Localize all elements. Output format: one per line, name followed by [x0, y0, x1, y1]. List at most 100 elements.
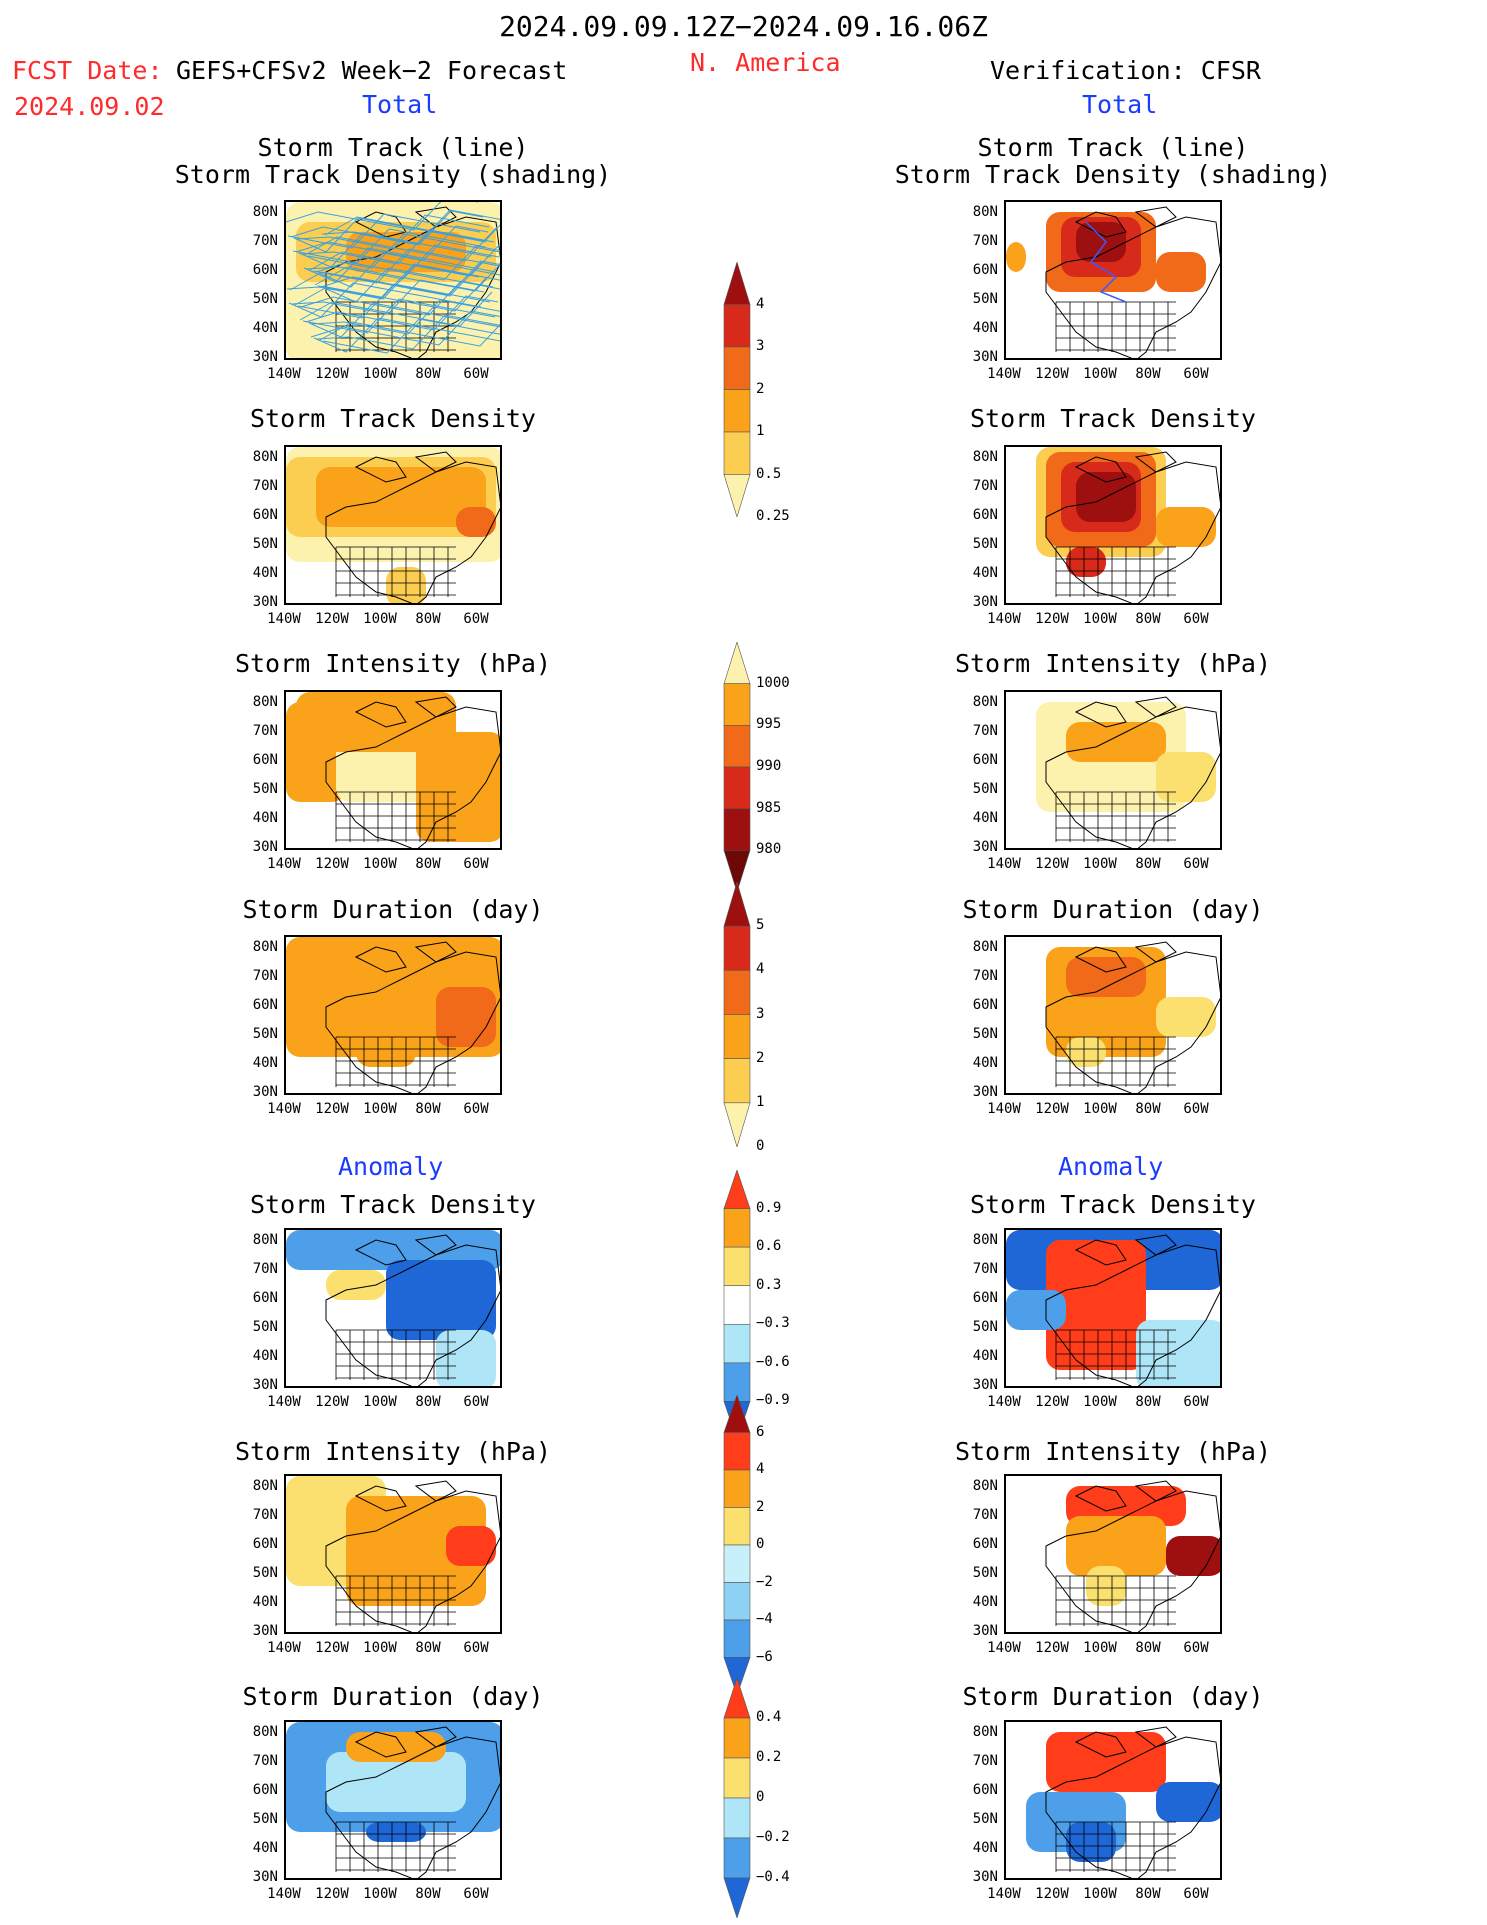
lat-tick-label: 40N — [972, 1594, 998, 1610]
colorbar-label: 2 — [756, 1498, 765, 1515]
lon-tick-label: 140W — [987, 1640, 1021, 1656]
panel-title: Storm Track Density — [970, 1190, 1256, 1219]
colorbar-label: 985 — [756, 799, 782, 816]
total-label-right: Total — [1082, 90, 1158, 119]
lon-tick-label: 100W — [1083, 1886, 1117, 1902]
storm-track-line — [1085, 221, 1127, 303]
lat-tick-label: 80N — [972, 939, 998, 955]
lat-tick-label: 50N — [252, 1026, 278, 1042]
lon-tick-label: 120W — [1035, 1101, 1069, 1117]
colorbar-segment — [723, 1469, 751, 1508]
coastline — [325, 1234, 500, 1386]
colorbar-segment — [723, 1395, 751, 1433]
map-anom-duration-verification — [1004, 1720, 1222, 1880]
map-canvas — [286, 202, 500, 358]
coastline — [1045, 696, 1220, 848]
lon-tick-label: 100W — [1083, 1394, 1117, 1410]
map-canvas — [286, 1230, 500, 1386]
storm-track-line — [318, 252, 500, 288]
colorbar-segment — [723, 970, 751, 1015]
storm-track-line — [288, 282, 482, 318]
lat-tick-label: 60N — [972, 262, 998, 278]
lat-tick-label: 40N — [972, 1055, 998, 1071]
verification-label: Verification: CFSR — [990, 56, 1261, 85]
lat-tick-label: 60N — [972, 1536, 998, 1552]
storm-track-line — [310, 310, 500, 346]
lat-tick-label: 60N — [972, 997, 998, 1013]
shading-region — [1066, 547, 1106, 577]
lat-tick-label: 80N — [972, 449, 998, 465]
lon-tick-label: 100W — [363, 1394, 397, 1410]
colorbar-segment — [723, 1678, 751, 1719]
colorbar-label: 2 — [756, 380, 765, 397]
fcst-date-label: FCST Date: — [12, 56, 163, 85]
colorbar-segment — [723, 882, 751, 927]
lat-tick-label: 80N — [252, 1724, 278, 1740]
lon-tick-label: 100W — [363, 1101, 397, 1117]
shading-region — [326, 1752, 466, 1812]
state-borders — [1055, 1329, 1176, 1380]
lat-tick-label: 80N — [252, 1232, 278, 1248]
colorbar-label: 1 — [756, 1093, 765, 1110]
shading-region — [1156, 252, 1206, 292]
colorbar-label: 0.2 — [756, 1749, 782, 1765]
lat-tick-label: 70N — [972, 478, 998, 494]
lat-tick-label: 40N — [252, 320, 278, 336]
map-track-line-forecast — [284, 200, 502, 360]
lat-tick-label: 60N — [252, 997, 278, 1013]
lon-tick-label: 120W — [1035, 1640, 1069, 1656]
colorbar-segment — [723, 1797, 751, 1839]
storm-track-line — [323, 267, 500, 303]
coastline — [325, 451, 500, 603]
lat-tick-label: 70N — [252, 478, 278, 494]
storm-track-line — [307, 233, 500, 269]
colorbar-segment — [723, 1014, 751, 1059]
storm-track-line — [296, 214, 490, 250]
colorbar-segment — [723, 683, 751, 726]
lat-tick-label: 50N — [252, 1811, 278, 1827]
lat-tick-label: 70N — [972, 1507, 998, 1523]
shading-region — [1136, 1320, 1220, 1386]
shading-region — [1046, 1732, 1166, 1792]
storm-track-line — [315, 245, 500, 281]
lat-tick-label: 40N — [252, 1840, 278, 1856]
storm-track-line — [291, 279, 485, 315]
colorbar-label: −0.2 — [756, 1829, 790, 1845]
colorbar-segment — [723, 1877, 751, 1918]
lon-tick-label: 100W — [1083, 1101, 1117, 1117]
colorbar-segment — [723, 808, 751, 851]
storm-track-line — [306, 244, 500, 280]
colorbar-label: 1 — [756, 423, 765, 439]
map-canvas — [286, 447, 500, 603]
colorbar-segment — [723, 1170, 751, 1209]
lon-tick-label: 120W — [315, 366, 349, 382]
lon-tick-label: 120W — [1035, 1886, 1069, 1902]
storm-track-line — [320, 260, 500, 296]
coastline — [1045, 1480, 1220, 1632]
storm-track-line — [322, 318, 500, 354]
storm-track-line — [289, 261, 483, 297]
lat-tick-label: 60N — [252, 1536, 278, 1552]
lon-tick-label: 80W — [415, 1640, 441, 1656]
lat-tick-label: 50N — [252, 1319, 278, 1335]
lon-tick-label: 140W — [987, 1394, 1021, 1410]
panel-title: Storm Intensity (hPa) — [234, 649, 552, 678]
colorbar-segment — [723, 642, 751, 684]
map-canvas — [1006, 1230, 1220, 1386]
state-borders — [335, 1821, 456, 1872]
lat-tick-label: 40N — [972, 1840, 998, 1856]
coastline — [325, 1480, 500, 1632]
shading-region — [1066, 1037, 1106, 1067]
colorbar-label: 6 — [756, 1423, 765, 1440]
panel-title: Storm Track Density — [250, 1190, 536, 1219]
storm-track-line — [294, 276, 488, 312]
lat-tick-label: 30N — [972, 839, 998, 855]
colorbar-segment — [723, 1432, 751, 1471]
lon-tick-label: 60W — [1183, 1886, 1209, 1902]
lat-tick-label: 30N — [252, 349, 278, 365]
colorbar-label: −0.6 — [756, 1353, 790, 1370]
lon-tick-label: 80W — [1135, 611, 1161, 627]
lon-tick-label: 100W — [363, 1640, 397, 1656]
panel-title: Storm Intensity (hPa) — [234, 1437, 552, 1466]
lon-tick-label: 60W — [463, 856, 489, 872]
